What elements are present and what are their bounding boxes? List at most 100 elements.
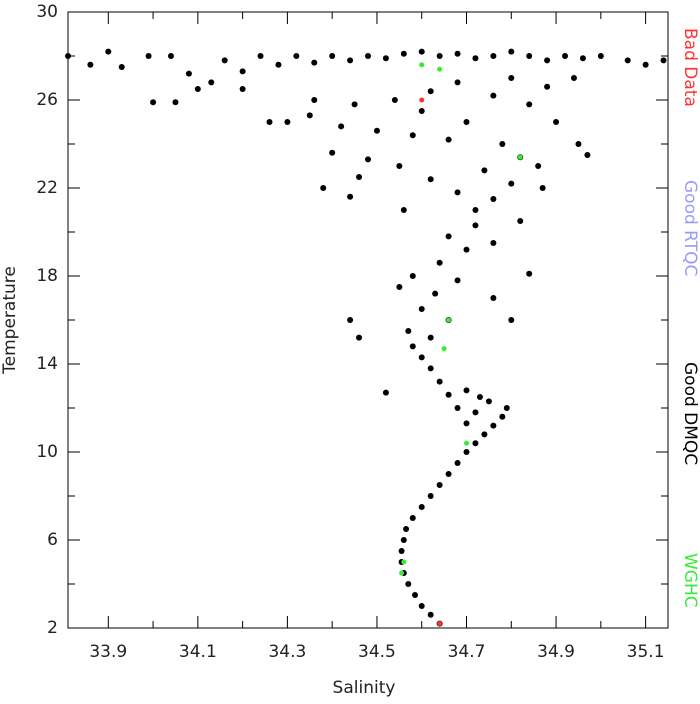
point [398,548,405,554]
point [503,405,510,411]
x-tick-label: 33.9 [89,642,127,662]
point [476,394,483,400]
point [185,70,192,77]
point [432,290,439,297]
y-tick-label: 14 [36,354,58,374]
y-tick-label: 10 [36,442,58,462]
point [418,48,425,55]
point [382,389,389,396]
point [445,471,452,477]
point [535,163,542,169]
x-tick-label: 34.5 [358,642,396,662]
point [400,50,407,57]
point [400,537,407,543]
point [427,493,434,499]
point [382,55,389,62]
point [454,189,461,196]
point [365,53,371,59]
point [266,119,273,125]
point [409,515,416,521]
point [167,53,174,59]
point [356,334,363,341]
point [562,53,569,59]
point [409,343,416,350]
x-tick-label: 34.9 [537,642,575,662]
point [401,559,407,565]
plot-frame [67,11,669,629]
y-tick-label: 30 [36,2,58,22]
point [409,273,416,279]
point [454,79,461,86]
point [490,422,497,429]
point [427,88,434,95]
point [463,449,470,455]
point [373,127,380,134]
point [472,440,479,447]
point [194,86,201,92]
point [257,53,264,59]
point [87,61,94,68]
point [412,592,419,598]
point [454,277,461,284]
point [221,57,228,64]
point [454,50,461,57]
point [329,53,336,59]
point [624,57,631,64]
point [517,218,524,224]
legend-label: Bad Data [680,28,700,107]
point [579,55,586,62]
point [419,97,425,103]
point [454,460,461,466]
point [436,378,443,385]
point [427,611,434,618]
point [490,295,497,301]
point [418,354,425,361]
point [396,163,403,169]
point [490,92,497,99]
x-tick-label: 35.1 [627,642,665,662]
point [347,193,354,200]
point [446,317,452,323]
point [311,59,318,66]
point [409,132,416,139]
point [472,55,479,62]
point [145,53,152,59]
point [418,108,425,114]
point [526,270,533,277]
point [172,99,179,106]
y-tick-label: 6 [47,530,58,550]
point [508,317,515,323]
point [351,101,358,108]
point [517,154,523,160]
point [508,75,515,81]
y-axis-label: Temperature [0,266,20,375]
point [570,75,577,81]
x-tick-label: 34.7 [448,642,486,662]
legend-label: WGHC [680,553,700,608]
point [329,149,336,156]
point [418,306,425,312]
point [400,207,407,213]
point [419,62,425,68]
point [553,119,560,125]
point [463,119,470,125]
point [399,570,405,576]
point [347,317,354,323]
point [445,391,452,398]
point [464,440,470,446]
point [403,526,410,532]
legend-label: Good DMQC [680,362,700,465]
point [356,174,363,180]
point [642,61,649,68]
point [391,97,398,103]
point [436,53,443,59]
point [436,482,443,488]
x-tick-label: 34.1 [179,642,217,662]
y-tick-label: 2 [47,618,58,638]
point [454,405,461,411]
point [311,97,318,103]
point [463,420,470,427]
point [544,83,551,90]
point [575,141,582,147]
x-tick-label: 34.3 [268,642,306,662]
